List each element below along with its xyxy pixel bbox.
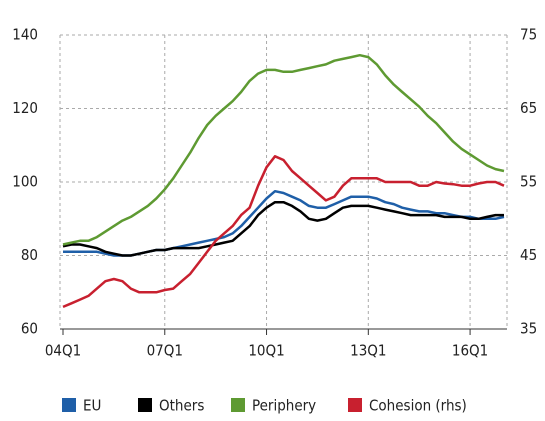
y-tick-label: 60 xyxy=(21,320,38,338)
legend-swatch xyxy=(231,398,245,412)
x-tick-label: 10Q1 xyxy=(248,342,284,360)
x-tick-label: 04Q1 xyxy=(45,342,81,360)
x-tick-label: 13Q1 xyxy=(350,342,386,360)
legend-label: EU xyxy=(83,397,101,415)
legend-label: Cohesion (rhs) xyxy=(369,397,467,415)
y-tick-label: 140 xyxy=(12,26,38,44)
y-tick-label: 120 xyxy=(12,99,38,117)
y-tick-label: 80 xyxy=(21,246,38,264)
y2-tick-label: 55 xyxy=(520,173,537,191)
series-line xyxy=(63,189,505,257)
series-line xyxy=(62,155,505,309)
legend-label: Periphery xyxy=(252,397,316,415)
y2-tick-label: 45 xyxy=(520,246,537,264)
y2-tick-label: 35 xyxy=(520,320,537,338)
y2-tick-label: 65 xyxy=(520,99,537,117)
series-line xyxy=(62,53,505,246)
y-tick-label: 100 xyxy=(12,173,38,191)
legend-swatch xyxy=(62,398,76,412)
legend-swatch xyxy=(138,398,152,412)
x-tick-label: 16Q1 xyxy=(452,342,488,360)
series-line xyxy=(62,200,504,257)
x-tick-label: 07Q1 xyxy=(147,342,183,360)
legend-swatch xyxy=(348,398,362,412)
legend-label: Others xyxy=(159,397,204,415)
y2-tick-label: 75 xyxy=(520,26,537,44)
